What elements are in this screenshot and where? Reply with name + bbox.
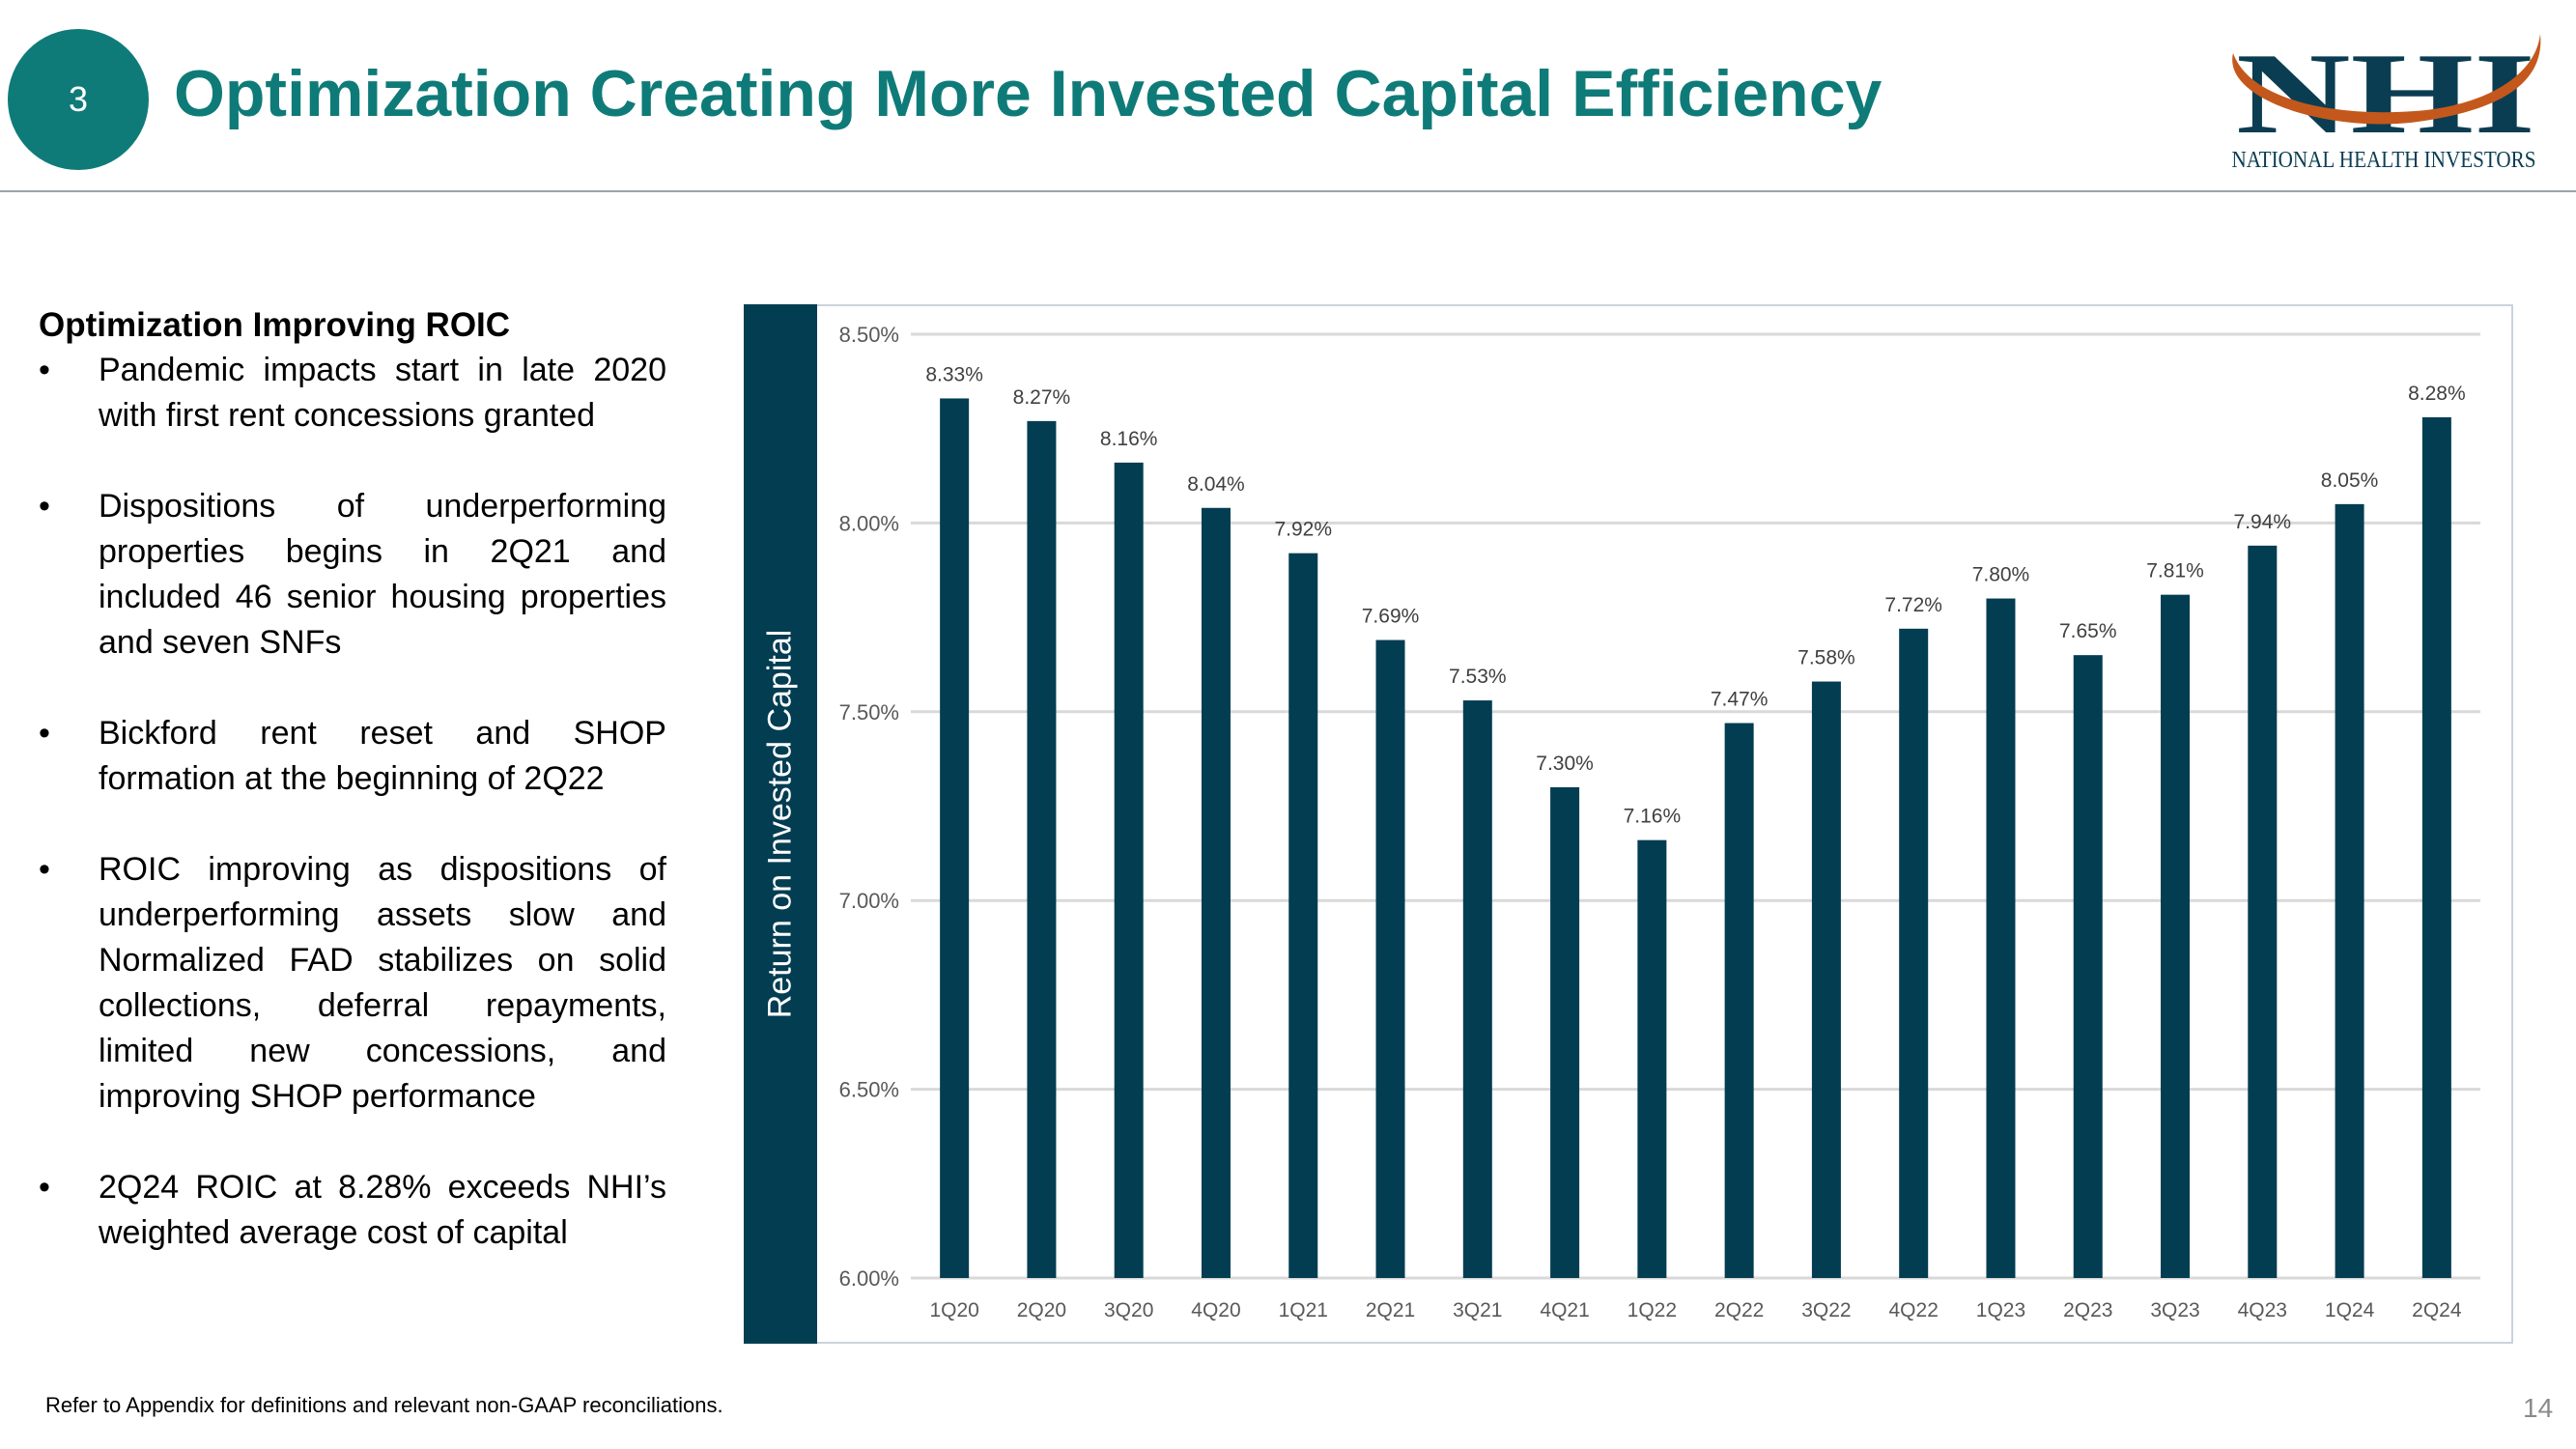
x-tick-label: 1Q21 [1279,1299,1328,1321]
data-label: 7.47% [1711,689,1769,711]
data-label: 7.94% [2234,511,2292,533]
bar [1288,553,1318,1278]
data-label: 8.28% [2408,383,2466,405]
bullet-item: Bickford rent reset and SHOP formation a… [39,711,666,802]
x-tick-label: 1Q23 [1976,1299,2025,1321]
bar [1201,507,1231,1278]
slide-number-badge: 3 [8,29,149,170]
x-tick-label: 1Q20 [929,1299,978,1321]
x-tick-label: 4Q22 [1889,1299,1939,1321]
bar [2073,655,2103,1278]
data-label: 7.53% [1449,666,1507,688]
y-tick-label: 7.50% [839,700,899,724]
footnote: Refer to Appendix for definitions and re… [45,1393,723,1417]
data-label: 8.04% [1187,473,1245,496]
x-tick-label: 3Q22 [1801,1299,1851,1321]
y-axis-band [744,304,817,1344]
x-tick-label: 2Q24 [2412,1299,2462,1321]
y-tick-label: 8.50% [839,323,899,347]
roic-bar-chart: 6.00% 6.50% 7.00% 7.50% 8.00% 8.50% 8.33% 1Q20 8… [839,323,2480,1321]
data-label: 7.81% [2146,560,2204,582]
bar [2421,416,2451,1278]
data-label: 7.69% [1362,606,1420,628]
bar [1375,639,1405,1278]
x-tick-label: 2Q21 [1366,1299,1415,1321]
data-label: 7.80% [1972,564,2030,586]
summary-heading: Optimization Improving ROIC [39,306,511,344]
data-label: 8.27% [1013,386,1071,409]
x-tick-label: 2Q23 [2063,1299,2112,1321]
bar [2248,545,2278,1278]
bar [1114,462,1144,1278]
data-label: 7.30% [1536,753,1594,775]
bar [1550,786,1580,1278]
x-tick-label: 4Q23 [2238,1299,2287,1321]
bar [1462,700,1492,1278]
svg-text:NHI: NHI [2236,29,2535,157]
bar [1724,723,1754,1278]
bar [1027,420,1057,1278]
header-divider [0,190,2576,192]
data-label: 7.16% [1624,806,1682,828]
x-tick-label: 4Q20 [1191,1299,1240,1321]
page-number: 14 [2523,1393,2554,1423]
data-label: 7.72% [1884,594,1942,616]
page-title: Optimization Creating More Invested Capi… [174,57,1882,130]
summary-panel: Optimization Improving ROIC Pandemic imp… [39,302,666,1256]
x-tick-label: 4Q21 [1540,1299,1589,1321]
x-tick-label: 1Q22 [1628,1299,1677,1321]
x-tick-label: 3Q23 [2150,1299,2199,1321]
data-label: 8.33% [925,363,983,385]
data-label: 8.16% [1100,428,1158,450]
bullet-item: ROIC improving as dispositions of underp… [39,847,666,1120]
x-tick-label: 2Q22 [1714,1299,1764,1321]
x-tick-label: 3Q21 [1453,1299,1502,1321]
bar [1637,839,1667,1278]
bullet-item: Pandemic impacts start in late 2020 with… [39,348,666,439]
nhi-logo: NHI NATIONAL HEALTH INVESTORS [2232,29,2541,173]
bar [2335,503,2364,1278]
y-tick-label: 7.00% [839,889,899,913]
x-tick-label: 1Q24 [2325,1299,2375,1321]
bar [1899,628,1929,1278]
bar [2161,594,2191,1278]
bar [940,398,970,1278]
x-tick-label: 3Q20 [1104,1299,1153,1321]
y-tick-label: 6.50% [839,1078,899,1102]
x-tick-label: 2Q20 [1017,1299,1066,1321]
svg-text:NATIONAL HEALTH INVESTORS: NATIONAL HEALTH INVESTORS [2232,148,2536,173]
data-label: 7.65% [2059,620,2117,642]
y-tick-label: 6.00% [839,1266,899,1291]
bullet-item: 2Q24 ROIC at 8.28% exceeds NHI’s weighte… [39,1165,666,1256]
bullet-item: Dispositions of underperforming properti… [39,484,666,666]
y-tick-label: 8.00% [839,511,899,535]
bar [1986,598,2016,1278]
slide-number: 3 [68,79,89,119]
y-axis-label: Return on Invested Capital [761,629,799,1019]
data-label: 7.58% [1798,647,1855,669]
data-label: 8.05% [2321,469,2379,492]
data-label: 7.92% [1274,519,1332,541]
bar [1811,681,1841,1278]
